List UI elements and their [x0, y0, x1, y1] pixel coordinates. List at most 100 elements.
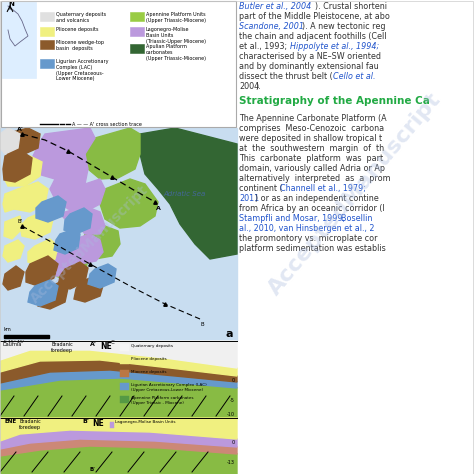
Polygon shape	[4, 128, 40, 156]
Bar	[120, 357, 129, 364]
Text: 0: 0	[232, 377, 235, 383]
Text: Stratigraphy of the Apennine Ca: Stratigraphy of the Apennine Ca	[239, 96, 430, 106]
Text: B': B'	[82, 419, 89, 424]
Bar	[0, 128, 237, 341]
Text: ). Crustal shorteni: ). Crustal shorteni	[315, 2, 387, 11]
Text: Miocene deposits: Miocene deposits	[131, 370, 166, 374]
Text: -10: -10	[227, 412, 235, 418]
Text: Apennine Platform Units
(Upper Triassic-Miocene): Apennine Platform Units (Upper Triassic-…	[146, 12, 206, 23]
Bar	[40, 59, 54, 68]
Text: Bradanic
foredeep: Bradanic foredeep	[51, 342, 73, 353]
Text: Ligurian Accretionary Complex (LAC)
(Upper Cretaceous-Lower Miocene): Ligurian Accretionary Complex (LAC) (Upp…	[131, 383, 207, 392]
Text: domain, variously called Adria or Ap: domain, variously called Adria or Ap	[239, 164, 385, 173]
Text: the chain and adjacent foothills (Cell: the chain and adjacent foothills (Cell	[239, 32, 386, 41]
Bar	[120, 383, 129, 390]
Polygon shape	[0, 439, 237, 456]
Text: A — — A' cross section trace: A — — A' cross section trace	[72, 121, 142, 127]
Bar	[130, 27, 144, 36]
Text: NE: NE	[92, 419, 104, 428]
Text: and by dominantly extensional fau: and by dominantly extensional fau	[239, 62, 379, 71]
Text: Lagonegro-Molise
Basin Units
(Triassic-Upper Miocene): Lagonegro-Molise Basin Units (Triassic-U…	[146, 27, 206, 44]
Text: -5: -5	[230, 398, 235, 402]
Polygon shape	[58, 262, 88, 289]
Polygon shape	[100, 179, 158, 228]
Text: AcceptedManuscript: AcceptedManuscript	[28, 182, 152, 306]
Polygon shape	[54, 229, 80, 254]
Text: Butler et al., 2004: Butler et al., 2004	[239, 2, 311, 11]
Text: Quaternary deposits
and volcanics: Quaternary deposits and volcanics	[56, 12, 106, 23]
Polygon shape	[70, 234, 103, 264]
Text: Miocene wedge-top
basin  deposits: Miocene wedge-top basin deposits	[56, 40, 104, 51]
Text: Channell et al., 1979;: Channell et al., 1979;	[280, 184, 366, 193]
Polygon shape	[0, 360, 237, 383]
Bar	[130, 44, 144, 53]
Text: -13: -13	[227, 459, 235, 465]
Polygon shape	[74, 276, 104, 302]
Text: were deposited in shallow tropical t: were deposited in shallow tropical t	[239, 134, 382, 143]
Text: a: a	[226, 329, 233, 339]
Polygon shape	[0, 418, 237, 441]
Polygon shape	[0, 350, 237, 376]
Bar	[120, 370, 129, 377]
Polygon shape	[50, 154, 105, 212]
Polygon shape	[3, 240, 24, 262]
Polygon shape	[0, 341, 237, 368]
Text: platform sedimentation was establis: platform sedimentation was establis	[239, 244, 386, 253]
Polygon shape	[28, 280, 58, 306]
Bar	[2, 2, 36, 78]
Text: Apulian Platform
carbonates
(Upper Triassic-Miocene): Apulian Platform carbonates (Upper Trias…	[146, 44, 206, 61]
Polygon shape	[0, 378, 237, 418]
Bar	[0, 418, 237, 474]
Text: 2004: 2004	[239, 82, 259, 91]
Text: at  the  southwestern  margin  of  th: at the southwestern margin of th	[239, 144, 384, 153]
Bar	[0, 341, 237, 418]
Text: Pliocene deposits: Pliocene deposits	[56, 27, 99, 32]
Text: Quaternary deposits: Quaternary deposits	[131, 344, 173, 348]
Polygon shape	[140, 128, 237, 259]
Polygon shape	[26, 256, 58, 286]
Text: A': A'	[90, 342, 97, 347]
Text: The Apennine Carbonate Platform (A: The Apennine Carbonate Platform (A	[239, 114, 387, 123]
Text: part of the Middle Pleistocene, at abo: part of the Middle Pleistocene, at abo	[239, 12, 390, 21]
Text: B': B'	[18, 219, 23, 224]
Text: E 15° 15': E 15° 15'	[4, 340, 24, 344]
Text: Daurnia: Daurnia	[2, 342, 22, 347]
Text: Hippolyte et al., 1994;: Hippolyte et al., 1994;	[290, 42, 379, 51]
Text: Adriatic Sea: Adriatic Sea	[164, 191, 206, 197]
Text: comprises  Meso-Cenozoic  carbona: comprises Meso-Cenozoic carbona	[239, 124, 384, 133]
Bar	[120, 396, 129, 403]
Bar	[40, 12, 54, 21]
Text: continent (: continent (	[239, 184, 283, 193]
Polygon shape	[33, 128, 95, 179]
Polygon shape	[4, 216, 22, 239]
Text: ). A new tectonic reg: ). A new tectonic reg	[302, 22, 385, 31]
Polygon shape	[0, 430, 237, 449]
Bar	[1, 1, 236, 127]
Text: C: C	[111, 340, 115, 345]
Polygon shape	[10, 182, 48, 212]
Text: ENE: ENE	[5, 419, 17, 424]
Text: NE: NE	[100, 342, 112, 351]
Text: 0: 0	[232, 439, 235, 445]
Bar	[130, 12, 144, 21]
Polygon shape	[88, 264, 116, 288]
Text: A': A'	[17, 127, 23, 132]
Text: A: A	[155, 206, 160, 211]
Polygon shape	[62, 206, 105, 234]
Text: Bosellin: Bosellin	[336, 214, 373, 223]
Bar	[110, 422, 114, 428]
Text: Ligurian Accretionary
Complex (LAC)
(Upper Cretaceous-
Lower Miocene): Ligurian Accretionary Complex (LAC) (Upp…	[56, 59, 109, 82]
Text: ).: ).	[255, 82, 261, 91]
Text: Cello et al.: Cello et al.	[333, 72, 375, 81]
Text: AcceptedManuscript: AcceptedManuscript	[265, 89, 445, 299]
Text: characterised by a NE–SW oriented: characterised by a NE–SW oriented	[239, 52, 381, 61]
Text: alternatively  interpreted  as  a  prom: alternatively interpreted as a prom	[239, 174, 391, 183]
Polygon shape	[46, 249, 78, 276]
Polygon shape	[3, 189, 18, 212]
Bar	[0, 0, 237, 128]
Polygon shape	[64, 208, 92, 234]
Text: dissect the thrust belt (: dissect the thrust belt (	[239, 72, 333, 81]
Bar	[40, 27, 54, 36]
Text: ) or as an independent contine: ) or as an independent contine	[255, 194, 379, 203]
Polygon shape	[3, 150, 32, 182]
